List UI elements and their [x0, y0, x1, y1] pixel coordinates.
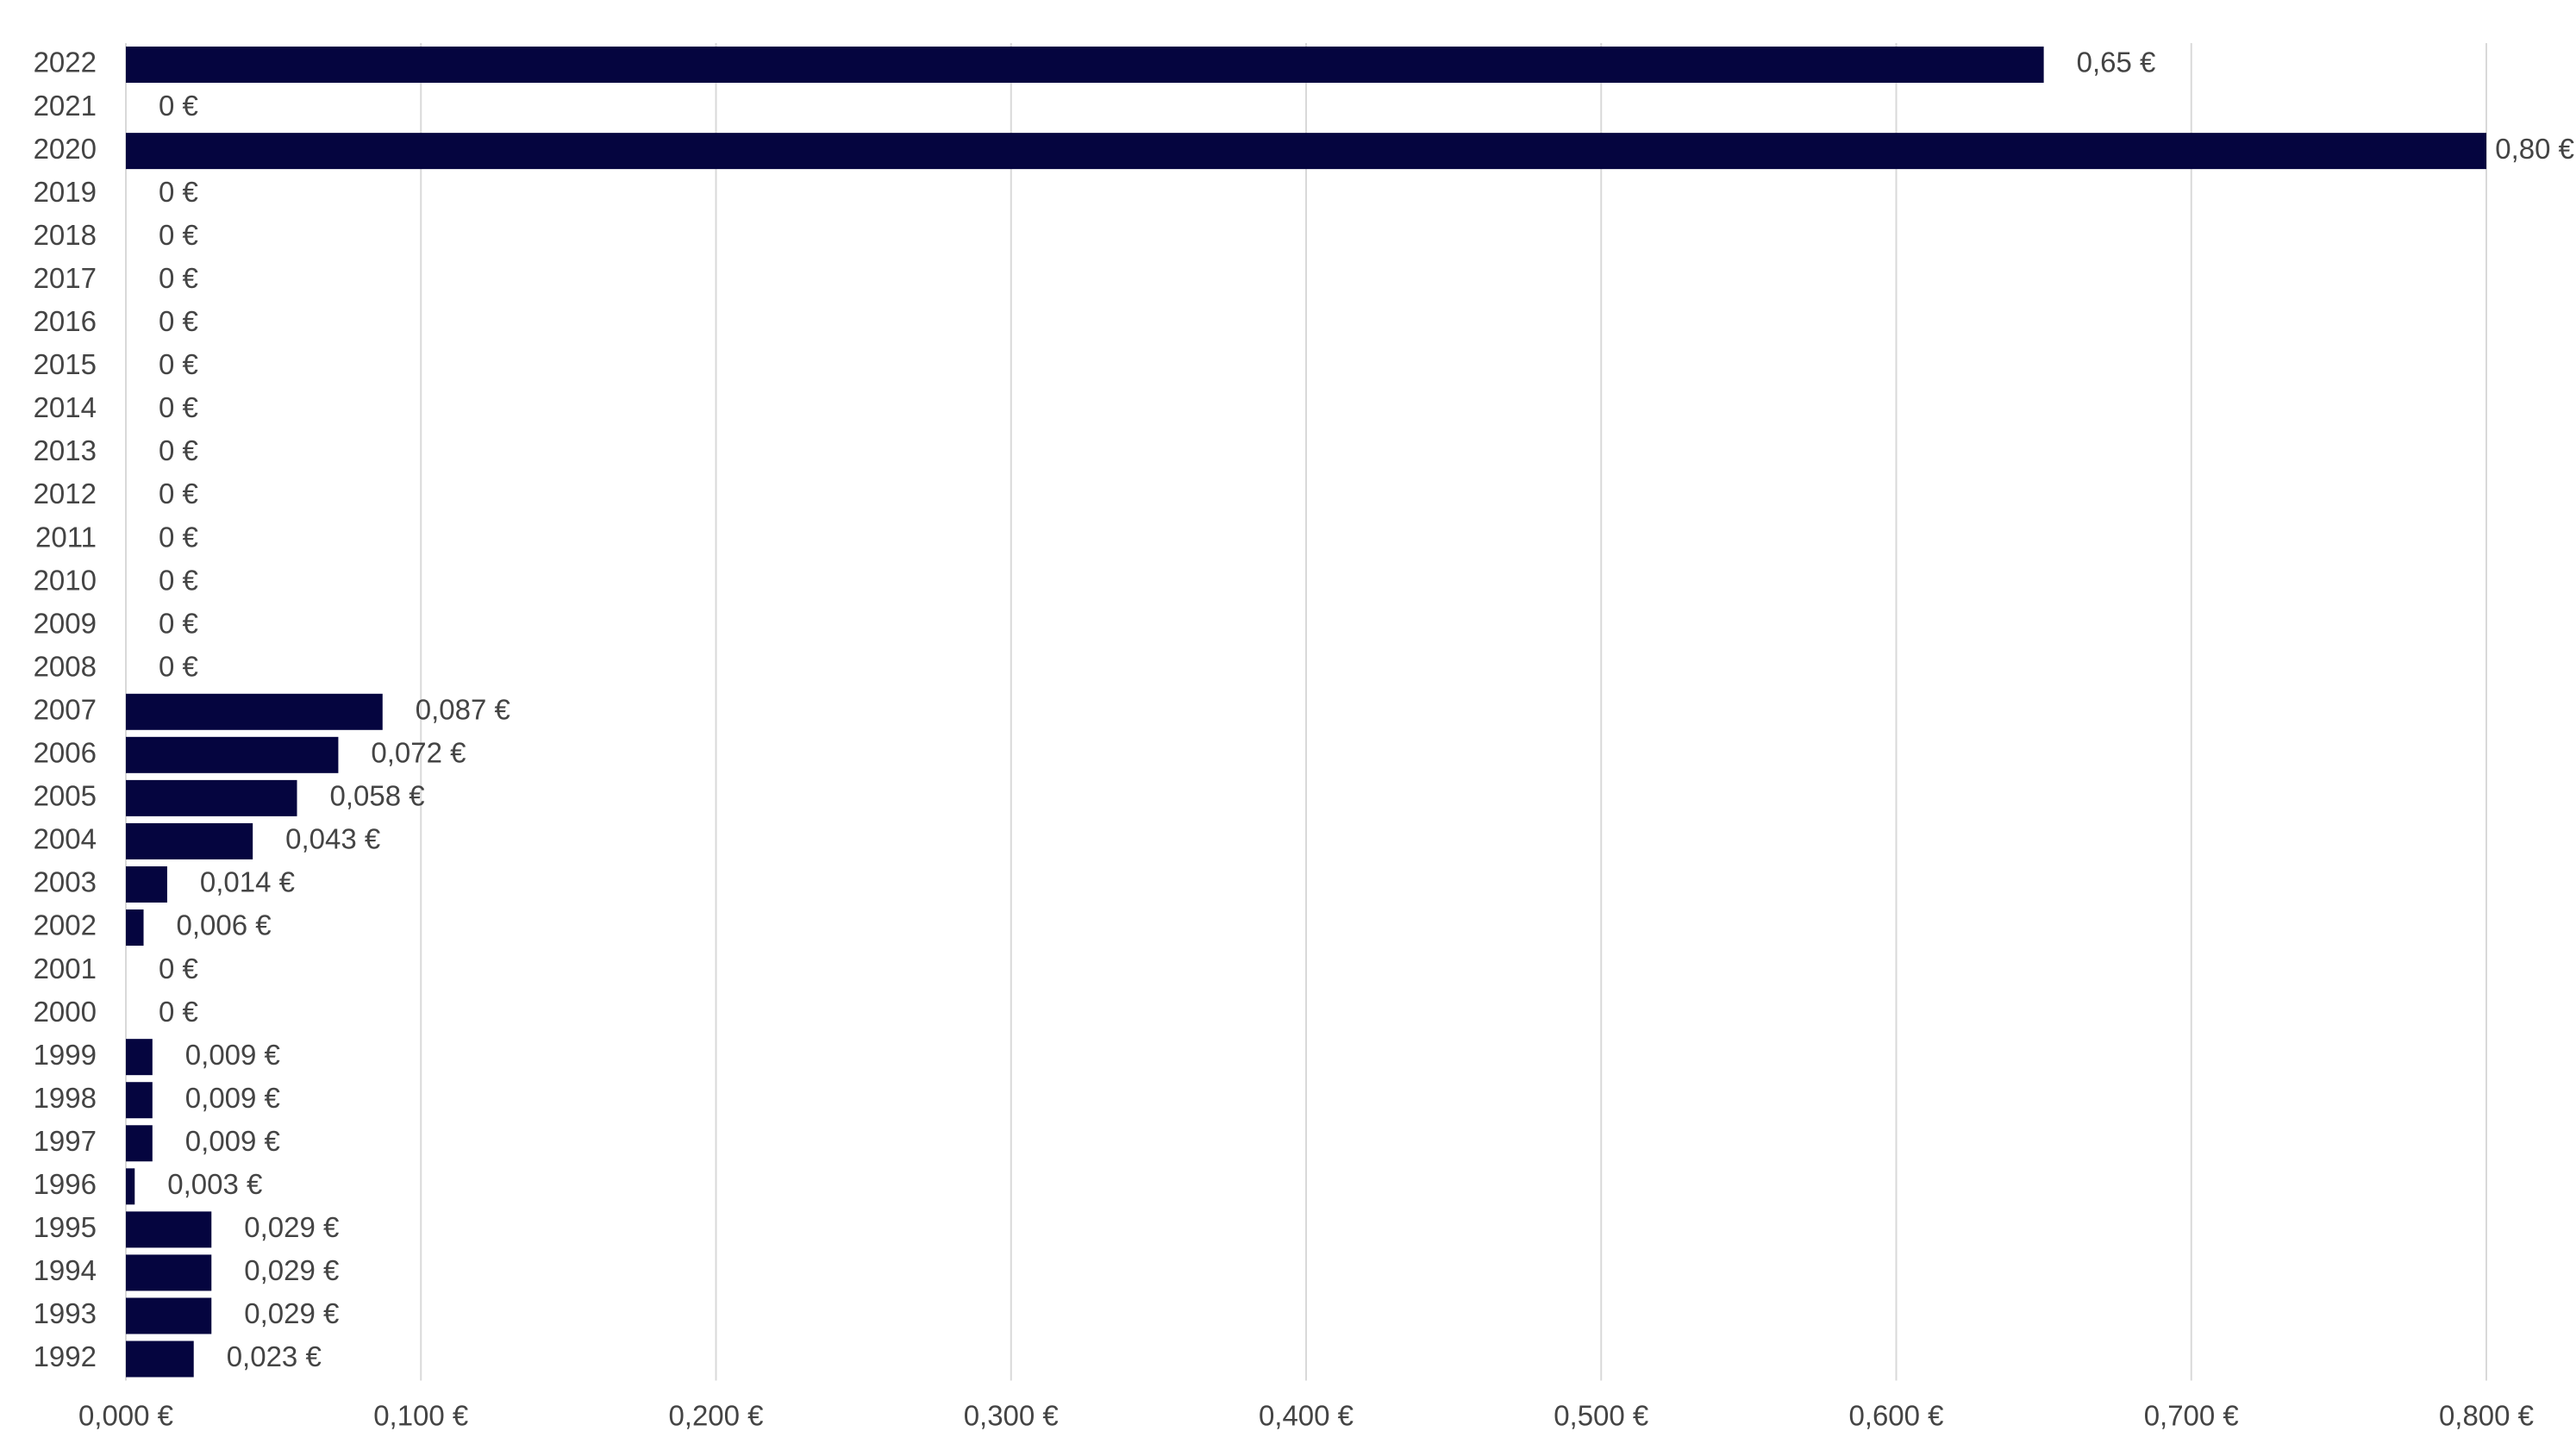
y-tick-label: 1995 — [34, 1211, 97, 1243]
value-label: 0 € — [159, 996, 198, 1028]
y-tick-label: 2005 — [34, 780, 97, 812]
x-tick-label: 0,400 € — [1259, 1400, 1354, 1432]
y-tick-label: 2013 — [34, 434, 97, 466]
bar — [126, 1254, 212, 1291]
y-tick-label: 2022 — [34, 47, 97, 78]
value-label: 0,029 € — [244, 1297, 339, 1329]
bar — [126, 1211, 212, 1248]
x-tick-label: 0,300 € — [964, 1400, 1059, 1432]
x-tick-label: 0,100 € — [373, 1400, 468, 1432]
x-tick-label: 0,500 € — [1554, 1400, 1648, 1432]
value-label: 0,023 € — [227, 1340, 322, 1372]
value-label: 0,006 € — [177, 909, 272, 941]
y-tick-label: 1994 — [34, 1254, 97, 1286]
value-label: 0,029 € — [244, 1254, 339, 1286]
value-label: 0 € — [159, 262, 198, 294]
y-tick-label: 2019 — [34, 176, 97, 208]
y-tick-label: 2009 — [34, 607, 97, 639]
value-label: 0,009 € — [185, 1039, 280, 1071]
y-tick-label: 2008 — [34, 650, 97, 682]
bar — [126, 1039, 153, 1076]
value-label: 0,029 € — [244, 1211, 339, 1243]
y-tick-label: 1998 — [34, 1082, 97, 1114]
bar — [126, 133, 2486, 170]
value-label: 0 € — [159, 478, 198, 509]
value-label: 0,072 € — [371, 737, 466, 769]
value-label: 0,003 € — [167, 1168, 262, 1200]
value-label: 0,014 € — [200, 866, 295, 898]
x-tick-label: 0,700 € — [2144, 1400, 2239, 1432]
y-tick-label: 2000 — [34, 996, 97, 1028]
value-label: 0 € — [159, 607, 198, 639]
bar — [126, 822, 253, 859]
y-tick-label: 2011 — [35, 521, 97, 553]
bar — [126, 47, 2044, 84]
y-tick-label: 2010 — [34, 564, 97, 596]
bar — [126, 693, 383, 730]
x-tick-label: 0,800 € — [2439, 1400, 2534, 1432]
bar — [126, 1297, 212, 1334]
y-tick-label: 2004 — [34, 823, 97, 855]
value-label: 0,009 € — [185, 1125, 280, 1157]
y-tick-label: 1993 — [34, 1297, 97, 1329]
bar — [126, 865, 167, 903]
bar — [126, 909, 144, 947]
y-tick-label: 2020 — [34, 133, 97, 165]
value-label: 0,043 € — [285, 823, 380, 855]
y-tick-label: 2002 — [34, 909, 97, 941]
bar — [126, 1082, 153, 1119]
x-tick-label: 0,600 € — [1848, 1400, 1943, 1432]
value-label: 0 € — [159, 305, 198, 337]
y-tick-label: 2017 — [34, 262, 97, 294]
value-label: 0 € — [159, 176, 198, 208]
y-tick-label: 2018 — [34, 219, 97, 251]
value-label: 0,80 € — [2495, 133, 2574, 165]
y-tick-label: 2016 — [34, 305, 97, 337]
value-label: 0 € — [159, 219, 198, 251]
y-tick-label: 1992 — [34, 1340, 97, 1372]
y-tick-label: 2007 — [34, 693, 97, 725]
y-tick-label: 2015 — [34, 348, 97, 380]
value-label: 0,009 € — [185, 1082, 280, 1114]
y-tick-label: 1999 — [34, 1039, 97, 1071]
y-tick-label: 2003 — [34, 866, 97, 898]
value-label: 0 € — [159, 521, 198, 553]
y-tick-label: 2014 — [34, 391, 97, 423]
value-label: 0,087 € — [416, 693, 510, 725]
value-label: 0 € — [159, 564, 198, 596]
value-label: 0 € — [159, 434, 198, 466]
value-label: 0 € — [159, 90, 198, 122]
value-label: 0,65 € — [2077, 47, 2156, 78]
value-label: 0 € — [159, 348, 198, 380]
x-tick-label: 0,200 € — [668, 1400, 763, 1432]
value-label: 0 € — [159, 391, 198, 423]
y-tick-label: 2001 — [34, 953, 97, 984]
value-label: 0,058 € — [330, 780, 425, 812]
bar — [126, 1125, 153, 1162]
y-tick-label: 2006 — [34, 737, 97, 769]
value-label: 0 € — [159, 650, 198, 682]
value-label: 0 € — [159, 953, 198, 984]
y-tick-label: 2021 — [34, 90, 97, 122]
y-tick-label: 2012 — [34, 478, 97, 509]
bar — [126, 1168, 135, 1205]
bar — [126, 1340, 194, 1378]
x-tick-label: 0,000 € — [78, 1400, 173, 1432]
bar — [126, 779, 297, 816]
bar — [126, 736, 339, 773]
y-tick-label: 1996 — [34, 1168, 97, 1200]
y-tick-label: 1997 — [34, 1125, 97, 1157]
